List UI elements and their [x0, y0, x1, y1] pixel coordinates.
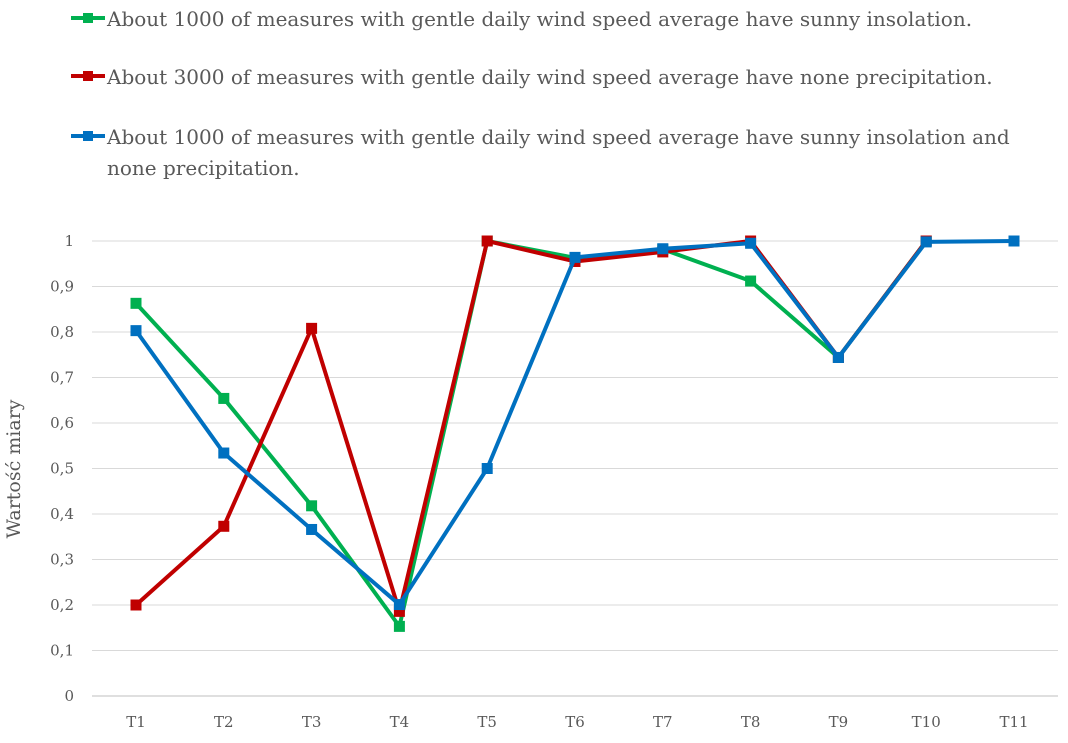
x-axis-tick-labels: T1 T2 T3 T4 T5 T6 T7 T8 T9 T10 T11 — [126, 713, 1028, 731]
y-tick-label: 0,7 — [50, 369, 74, 387]
y-tick-label: 0,4 — [50, 505, 74, 523]
series-2-point — [481, 463, 493, 474]
series-1-point — [481, 235, 493, 247]
legend-label-blue: About 1000 of measures with gentle daily… — [107, 125, 1010, 180]
x-tick-label: T3 — [302, 713, 322, 731]
series-2-point — [745, 237, 757, 249]
series-0-point — [745, 275, 757, 287]
series-group — [130, 235, 1020, 632]
series-0-point — [393, 620, 405, 632]
y-tick-label: 1 — [64, 232, 74, 250]
series-0-point — [306, 500, 318, 512]
series-2-point — [920, 236, 932, 248]
y-tick-label: 0,6 — [50, 414, 74, 432]
x-tick-label: T6 — [565, 713, 585, 731]
x-tick-label: T7 — [653, 713, 673, 731]
x-tick-label: T10 — [912, 713, 941, 731]
x-tick-label: T11 — [999, 713, 1028, 731]
series-2-point — [657, 243, 669, 255]
series-2-point — [393, 599, 405, 611]
series-1-point — [306, 322, 318, 334]
y-tick-label: 0,2 — [50, 596, 74, 614]
legend-label-red: About 3000 of measures with gentle daily… — [107, 65, 993, 89]
series-2-point — [218, 447, 230, 459]
series-0-point — [130, 297, 142, 309]
legend-swatch-blue — [71, 131, 105, 141]
series-1-point — [393, 605, 405, 617]
y-axis-tick-labels: 0 0,1 0,2 0,3 0,4 0,5 0,6 0,7 0,8 0,9 1 — [50, 232, 74, 705]
series-1-point — [130, 599, 142, 611]
x-tick-label: T1 — [126, 713, 146, 731]
series-line-1 — [134, 239, 928, 614]
series-2-point — [832, 351, 844, 363]
series-line-0 — [134, 239, 928, 629]
x-tick-label: T5 — [477, 713, 497, 731]
x-tick-label: T2 — [214, 713, 234, 731]
y-tick-label: 0,1 — [50, 642, 74, 660]
legend-swatch-red — [71, 71, 105, 81]
y-tick-label: 0,8 — [50, 323, 74, 341]
gridlines — [92, 240, 1058, 697]
series-2-point — [1008, 235, 1020, 247]
series-0-point — [218, 392, 230, 404]
x-tick-label: T8 — [741, 713, 761, 731]
series-2-point — [569, 251, 581, 263]
y-tick-label: 0,9 — [50, 278, 74, 296]
y-axis-title: Wartość miary — [3, 399, 25, 538]
series-1-point — [218, 520, 230, 532]
series-2-point — [130, 325, 142, 337]
legend-label-green: About 1000 of measures with gentle daily… — [107, 7, 973, 31]
series-2-point — [306, 523, 318, 535]
x-tick-label: T9 — [829, 713, 849, 731]
x-tick-label: T4 — [390, 713, 410, 731]
y-tick-label: 0,3 — [50, 551, 74, 569]
y-tick-label: 0,5 — [50, 460, 74, 478]
y-tick-label: 0 — [64, 687, 74, 705]
legend-swatch-green — [71, 13, 105, 23]
